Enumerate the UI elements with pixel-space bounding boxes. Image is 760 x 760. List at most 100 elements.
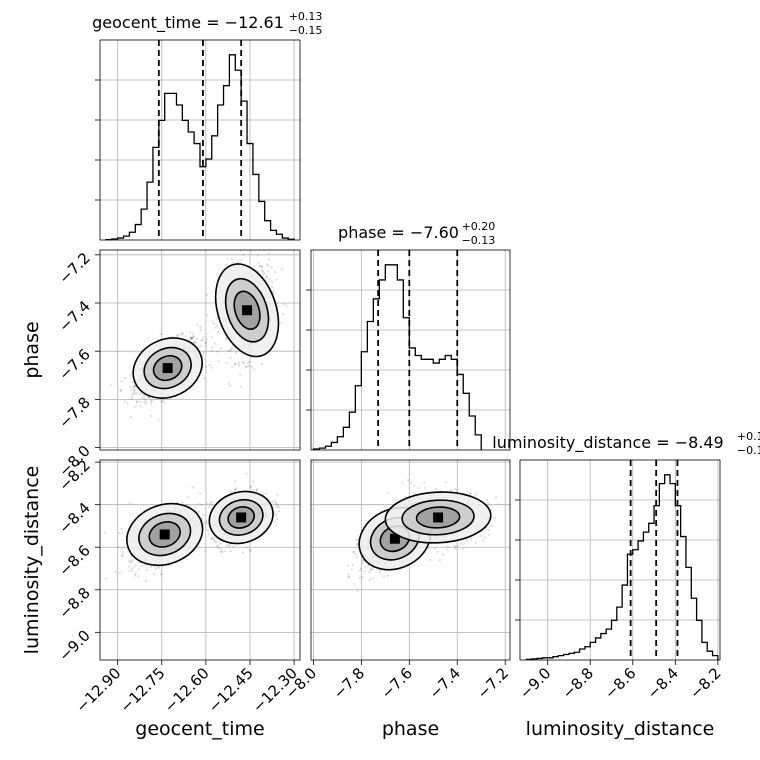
sample-point [454, 487, 457, 491]
sample-point [146, 396, 150, 399]
sample-point [129, 415, 133, 419]
tick-label: −12.90 [72, 664, 124, 716]
sample-point [137, 568, 140, 571]
title-minus: −0.12 [737, 444, 760, 457]
sample-point [140, 564, 143, 567]
sample-point [216, 350, 219, 353]
sample-point [225, 361, 228, 364]
sample-point [226, 257, 229, 260]
sample-point [266, 264, 269, 268]
sample-point [469, 492, 472, 495]
sample-point [157, 565, 160, 568]
sample-point [133, 385, 136, 388]
sample-point [220, 550, 223, 553]
sample-point [386, 491, 389, 495]
density-peak [159, 529, 170, 540]
sample-point [462, 547, 465, 551]
sample-point [246, 361, 250, 364]
sample-point [147, 396, 150, 399]
sample-point [120, 379, 123, 383]
sample-point [436, 550, 440, 554]
sample-point [120, 553, 124, 556]
tick-label: −8.6 [55, 541, 93, 579]
sample-point [370, 568, 373, 572]
sample-point [122, 550, 125, 554]
sample-point [149, 402, 153, 405]
sample-point [446, 545, 449, 548]
sample-point [260, 362, 263, 366]
sample-point [190, 336, 194, 340]
tick-label: −8.4 [644, 664, 682, 702]
sample-point [277, 506, 281, 509]
sample-point [248, 360, 251, 364]
panel-frame [99, 249, 301, 451]
sample-point [350, 568, 354, 571]
sample-point [129, 374, 132, 377]
sample-point [149, 565, 153, 569]
sample-point [479, 534, 483, 538]
sample-point [196, 323, 199, 326]
sample-point [282, 303, 285, 306]
sample-point [141, 396, 144, 400]
sample-point [247, 364, 251, 368]
sample-point [134, 388, 137, 392]
sample-point [213, 540, 216, 543]
sample-point [252, 368, 255, 371]
sample-point [267, 252, 271, 255]
title-plus: +0.10 [737, 430, 760, 443]
sample-point [133, 390, 136, 394]
hist-panel-geocent_time: geocent_time = −12.61 +0.13−0.15 [92, 10, 322, 241]
sample-point [128, 569, 131, 572]
sample-point [266, 263, 269, 266]
sample-point [473, 494, 477, 497]
sample-point [257, 261, 260, 265]
sample-point [205, 520, 208, 523]
sample-point [110, 383, 113, 387]
tick-label: −8.8 [55, 584, 93, 622]
sample-point [401, 481, 404, 485]
sample-point [225, 544, 229, 547]
sample-point [210, 366, 213, 369]
sample-point [455, 545, 459, 548]
sample-point [274, 513, 278, 517]
sample-point [205, 502, 208, 505]
sample-point [122, 545, 126, 548]
sample-point [121, 554, 124, 558]
sample-point [205, 345, 208, 348]
contour-2 [233, 290, 261, 330]
sample-point [482, 530, 485, 534]
sample-point [227, 382, 231, 385]
sample-point [234, 488, 237, 491]
sample-point [231, 365, 234, 369]
sample-point [485, 498, 489, 501]
tick-label: −9.0 [55, 626, 93, 664]
sample-point [159, 573, 163, 576]
sample-point [245, 365, 249, 368]
sample-point [190, 336, 194, 339]
sample-point [208, 363, 211, 367]
sample-point [272, 290, 275, 293]
sample-point [154, 567, 157, 571]
sample-point [270, 285, 274, 289]
sample-point [210, 500, 213, 504]
sample-point [383, 575, 386, 578]
sample-point [200, 339, 203, 342]
sample-point [150, 399, 154, 403]
sample-point [216, 324, 219, 327]
sample-point [354, 552, 358, 556]
sample-point [135, 400, 139, 403]
sample-point [144, 579, 148, 583]
sample-point [134, 405, 137, 408]
sample-point [143, 397, 146, 401]
sample-point [176, 334, 180, 337]
sample-point [207, 505, 210, 508]
sample-point [239, 385, 243, 388]
sample-point [114, 571, 117, 574]
tick-label: −8.4 [55, 499, 93, 537]
sample-point [262, 273, 265, 276]
sample-point [212, 536, 215, 540]
sample-point [205, 338, 208, 341]
sample-point [136, 575, 140, 578]
sample-point [181, 333, 185, 336]
